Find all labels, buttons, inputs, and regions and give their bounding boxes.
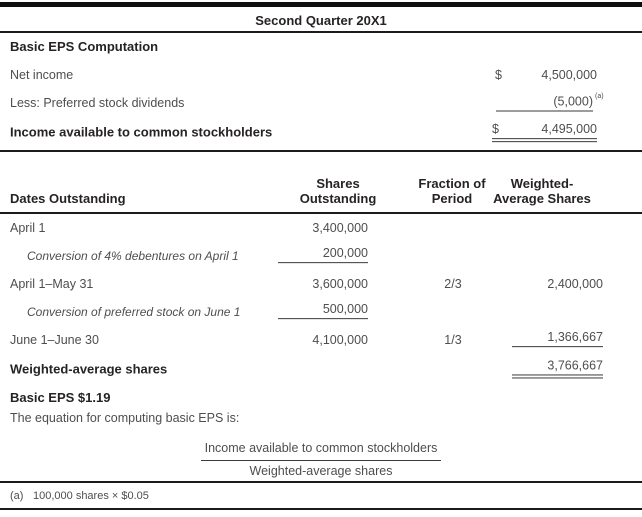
page-title: Second Quarter 20X1: [255, 13, 387, 28]
equation-intro-text: The equation for computing basic EPS is:: [10, 411, 240, 425]
net-income-label: Net income: [10, 68, 74, 82]
footnote-divider-rule: [0, 481, 642, 483]
column-header-fraction: Fraction of Period: [402, 176, 502, 206]
title-divider-rule: [0, 31, 642, 33]
shares-cell: 4,100,000: [312, 333, 368, 347]
section-divider-rule: [0, 150, 642, 152]
weighted-average-shares-label: Weighted-average shares: [10, 361, 168, 377]
column-header-shares-line1: Shares: [316, 176, 360, 191]
column-header-weighted: Weighted- Average Shares: [482, 176, 602, 206]
column-header-dates: Dates Outstanding: [10, 191, 126, 206]
table-row: Conversion of preferred stock on June 1 …: [0, 298, 642, 326]
preferred-dividends-row: Less: Preferred stock dividends (5,000) …: [0, 89, 642, 117]
date-cell: April 1: [10, 221, 46, 235]
footnote-marker: (a): [10, 489, 24, 502]
bottom-rule: [0, 508, 642, 510]
column-header-shares-line2: Outstanding: [299, 191, 377, 206]
weighted-average-total-value: 3,766,667: [512, 358, 603, 379]
section-heading-basic-eps: Basic EPS Computation: [10, 39, 159, 54]
table-row: April 1–May 31 3,600,000 2/3 2,400,000: [0, 270, 642, 298]
date-cell-conversion: Conversion of preferred stock on June 1: [27, 305, 241, 319]
shares-cell: 3,400,000: [312, 221, 368, 235]
shares-cell: 500,000: [278, 302, 368, 320]
preferred-dividends-label: Less: Preferred stock dividends: [10, 96, 185, 110]
income-available-row: Income available to common stockholders …: [0, 117, 642, 147]
weighted-cell: 2,400,000: [547, 277, 603, 291]
income-available-label: Income available to common stockholders: [10, 124, 273, 140]
table-total-row: Weighted-average shares 3,766,667: [0, 354, 642, 384]
column-header-shares: Shares Outstanding: [280, 176, 396, 206]
basic-eps-result: Basic EPS $1.19: [10, 390, 111, 405]
footnote-ref-superscript: (a): [595, 93, 604, 100]
footnote-text: 100,000 shares × $0.05: [33, 489, 149, 502]
income-available-value-cell: $ 4,495,000: [492, 122, 597, 143]
table-row: June 1–June 30 4,100,000 1/3 1,366,667: [0, 326, 642, 354]
top-rule-thick: [0, 2, 642, 7]
footnote-row: (a) 100,000 shares × $0.05: [0, 483, 642, 508]
column-header-fraction-line2: Period: [431, 191, 473, 206]
shares-cell: 200,000: [278, 246, 368, 264]
column-header-weighted-line2: Average Shares: [493, 191, 591, 206]
eps-equation: Income available to common stockholders …: [0, 438, 642, 481]
date-cell: April 1–May 31: [10, 277, 94, 291]
column-header-fraction-line1: Fraction of: [418, 176, 486, 191]
net-income-value-cell: $ 4,500,000: [495, 68, 597, 82]
preferred-dividends-value: (5,000): [496, 95, 593, 112]
currency-symbol: $: [492, 122, 499, 137]
currency-symbol: $: [495, 68, 502, 82]
column-header-weighted-line1: Weighted-: [510, 176, 574, 191]
table-header-row: Dates Outstanding Shares Outstanding Fra…: [0, 152, 642, 214]
shares-cell: 3,600,000: [312, 277, 368, 291]
fraction-cell: 2/3: [444, 277, 462, 291]
income-available-value: 4,495,000: [541, 122, 597, 137]
net-income-value: 4,500,000: [541, 68, 597, 82]
date-cell-conversion: Conversion of 4% debentures on April 1: [27, 249, 239, 263]
table-row: Conversion of 4% debentures on April 1 2…: [0, 242, 642, 270]
fraction-cell: 1/3: [444, 333, 462, 347]
table-row: April 1 3,400,000: [0, 214, 642, 242]
equation-numerator: Income available to common stockholders: [200, 438, 442, 461]
weighted-cell: 1,366,667: [512, 330, 603, 348]
date-cell: June 1–June 30: [10, 333, 99, 347]
net-income-row: Net income $ 4,500,000: [0, 61, 642, 89]
equation-denominator: Weighted-average shares: [249, 464, 393, 478]
